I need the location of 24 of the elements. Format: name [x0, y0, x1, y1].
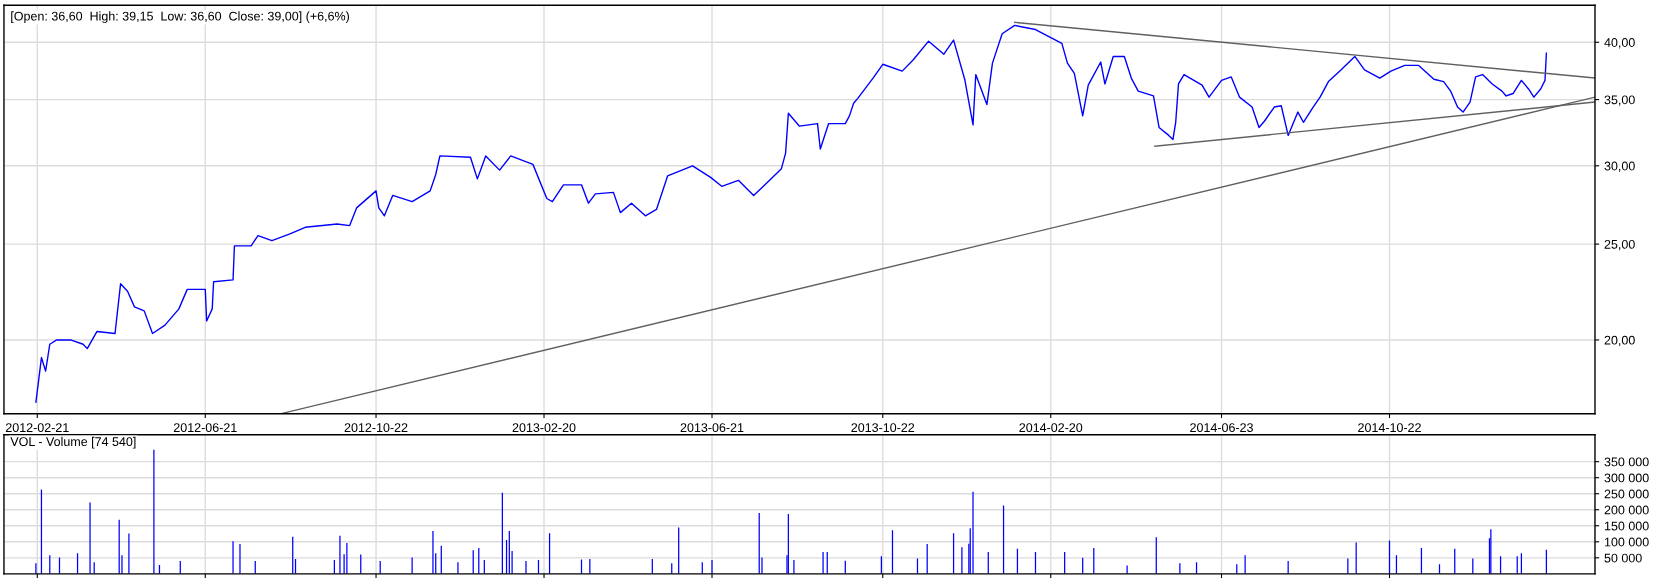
y-tick-label: 200 000	[1604, 505, 1649, 515]
y-tick-label: 300 000	[1604, 473, 1649, 483]
y-tick-label: 35,00	[1604, 95, 1635, 106]
x-tick-label: 2014-10-22	[1358, 423, 1421, 433]
chart-title: VOL - Volume [74 540]	[10, 436, 136, 449]
x-tick-label: 2012-02-21	[5, 423, 69, 433]
x-tick-label: 2014-06-23	[1190, 423, 1253, 433]
y-tick-label: 50 000	[1604, 553, 1642, 563]
x-tick-label: 2012-06-21	[173, 423, 237, 433]
y-tick-label: 150 000	[1604, 521, 1649, 531]
x-tick-label: 2012-10-22	[344, 423, 408, 433]
y-tick-label: 40,00	[1604, 38, 1635, 49]
x-tick-label: 2014-02-20	[1019, 423, 1083, 433]
x-tick-label: 2013-10-22	[851, 423, 915, 433]
x-tick-label: 2013-06-21	[680, 423, 744, 433]
y-tick-label: 350 000	[1604, 457, 1649, 467]
line-series	[35, 24, 1548, 403]
x-tick-label: 2013-02-20	[512, 423, 576, 433]
y-tick-label: 20,00	[1604, 335, 1635, 347]
y-tick-label: 30,00	[1604, 161, 1635, 172]
y-tick-label: 100 000	[1604, 537, 1649, 547]
chart-title: [Open: 36,60 High: 39,15 Low: 36,60 Close: 39,00] (+6,6%)	[11, 11, 350, 24]
y-tick-label: 250 000	[1604, 489, 1649, 499]
y-tick-label: 25,00	[1604, 239, 1635, 251]
